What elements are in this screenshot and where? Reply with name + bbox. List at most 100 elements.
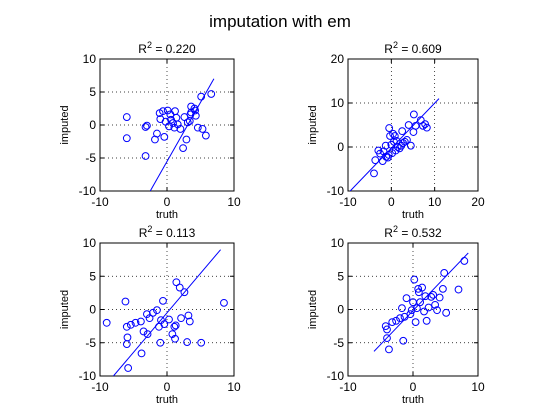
data-point — [410, 275, 419, 284]
data-point — [197, 92, 206, 101]
data-point — [123, 333, 132, 342]
data-point — [435, 293, 444, 302]
x-tick-label: -10 — [339, 380, 357, 394]
data-point — [413, 304, 421, 313]
subplot-title: R2 = 0.220 — [138, 40, 196, 56]
data-point — [191, 106, 200, 115]
subplot-title-prefix: R — [384, 42, 393, 56]
x-tick-label: 10 — [227, 380, 241, 394]
data-point — [165, 315, 173, 324]
data-point — [183, 118, 192, 127]
data-point — [131, 318, 140, 327]
data-point — [180, 288, 189, 297]
data-point — [391, 146, 400, 155]
data-point — [193, 123, 202, 132]
data-point — [156, 338, 165, 347]
subplot-title-suffix: = 0.220 — [152, 42, 196, 56]
x-tick-label: 10 — [227, 195, 241, 209]
data-point — [396, 314, 404, 323]
y-axis-label: imputed — [59, 290, 71, 329]
y-tick-label: 0 — [89, 118, 96, 132]
data-point — [163, 106, 172, 115]
data-point — [122, 134, 131, 143]
x-axis-label: truth — [156, 209, 178, 221]
data-point — [414, 284, 423, 293]
data-point — [207, 90, 216, 98]
data-point — [102, 318, 111, 327]
data-point — [136, 317, 145, 326]
x-axis-label: truth — [402, 209, 424, 221]
data-point — [385, 124, 394, 132]
x-tick-label: -10 — [91, 195, 109, 209]
subplot-title-prefix: R — [384, 226, 393, 240]
subplot-title-suffix: = 0.609 — [398, 42, 442, 56]
y-tick-label: 10 — [83, 52, 97, 66]
x-tick-label: 0 — [164, 380, 171, 394]
y-tick-label: 10 — [331, 236, 345, 250]
data-point — [160, 132, 169, 141]
subplot-title-sup: 2 — [147, 224, 152, 234]
y-tick-label: 20 — [331, 52, 345, 66]
data-point — [171, 334, 179, 343]
subplot-1: -10 0 10 -10 -5 0 5 10 R2 = 0.220 truth imputed — [59, 40, 241, 221]
fit-line — [149, 78, 215, 191]
y-tick-label: 0 — [337, 140, 344, 154]
data-point — [383, 325, 391, 334]
data-point — [406, 310, 415, 319]
data-point — [153, 129, 161, 138]
data-point — [187, 108, 196, 117]
data-point — [383, 334, 391, 342]
data-point — [175, 283, 184, 292]
subplot-3: -10 0 10 -10 -5 0 5 10 R2 = 0.113 truth imputed — [59, 224, 241, 406]
y-tick-label: 0 — [89, 303, 96, 317]
y-tick-label: 5 — [337, 269, 344, 283]
data-point — [141, 123, 150, 131]
fit-line — [113, 249, 221, 376]
data-point — [460, 257, 469, 265]
data-point — [143, 330, 152, 339]
fit-line — [373, 252, 469, 352]
subplot-title-suffix: = 0.113 — [152, 226, 195, 240]
x-axis-label: truth — [402, 394, 424, 406]
data-point — [416, 298, 425, 307]
y-tick-label: -10 — [327, 369, 345, 383]
data-point — [371, 156, 380, 165]
figure-title: imputation with em — [209, 12, 351, 31]
data-point — [429, 290, 438, 299]
data-point — [159, 107, 167, 116]
data-point — [159, 296, 167, 305]
x-tick-label: 10 — [471, 380, 485, 394]
data-point — [121, 297, 130, 306]
data-point — [402, 294, 411, 303]
y-axis-label: imputed — [307, 290, 319, 329]
y-tick-label: 10 — [331, 96, 345, 110]
data-point — [168, 330, 177, 339]
data-point — [201, 131, 210, 140]
data-point — [390, 132, 399, 140]
subplot-title-suffix: = 0.532 — [398, 226, 442, 240]
data-point — [170, 322, 179, 331]
data-point — [409, 110, 418, 119]
data-point — [126, 320, 135, 329]
x-tick-label: 10 — [428, 195, 442, 209]
data-point — [422, 123, 431, 132]
data-point — [153, 306, 161, 315]
data-point — [143, 310, 151, 319]
data-point — [122, 113, 131, 121]
y-tick-label: 5 — [89, 85, 96, 99]
data-point — [160, 320, 169, 329]
data-point — [143, 121, 151, 130]
data-point — [454, 285, 463, 294]
x-tick-label: 0 — [410, 380, 417, 394]
data-point — [197, 338, 206, 347]
subplot-title: R2 = 0.113 — [139, 224, 196, 240]
subplot-title-sup: 2 — [393, 224, 398, 234]
data-point — [407, 306, 416, 315]
data-point — [388, 318, 397, 327]
data-point — [176, 125, 185, 133]
data-point — [381, 322, 390, 331]
data-point — [173, 120, 182, 129]
subplot-title: R2 = 0.609 — [384, 40, 442, 56]
data-point — [439, 284, 447, 293]
subplot-title-sup: 2 — [147, 40, 152, 50]
